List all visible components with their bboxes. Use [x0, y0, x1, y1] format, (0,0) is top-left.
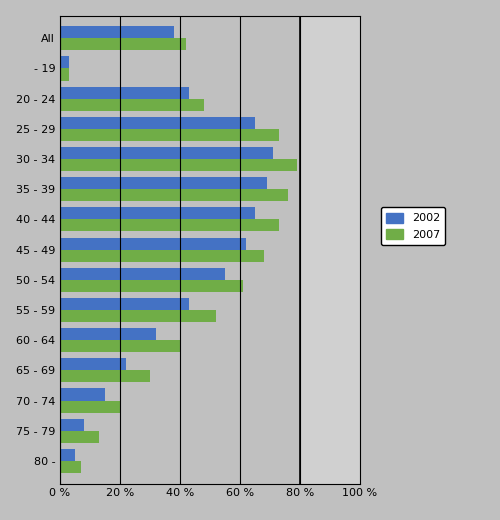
Bar — [60, 370, 150, 382]
Bar — [60, 238, 246, 250]
Bar — [60, 328, 156, 340]
Bar — [60, 298, 189, 310]
Bar — [60, 431, 99, 443]
Bar — [60, 358, 126, 370]
Bar — [60, 388, 105, 400]
Bar — [60, 268, 225, 280]
Bar — [60, 38, 186, 50]
Legend: 2002, 2007: 2002, 2007 — [380, 207, 446, 245]
Bar — [60, 69, 69, 81]
Bar — [60, 219, 279, 231]
Bar — [60, 26, 174, 38]
Bar — [60, 400, 120, 413]
Bar — [60, 461, 81, 473]
Bar — [60, 99, 204, 111]
Bar — [60, 86, 189, 99]
Bar — [60, 250, 264, 262]
Bar — [300, 16, 360, 484]
Bar — [60, 147, 273, 159]
Bar — [60, 310, 216, 322]
Bar — [60, 419, 84, 431]
Bar — [60, 207, 255, 219]
Bar — [60, 280, 243, 292]
Bar — [60, 449, 75, 461]
Bar — [60, 159, 297, 171]
Bar — [60, 340, 180, 352]
Bar — [60, 117, 255, 129]
Bar — [60, 129, 279, 141]
Bar — [60, 177, 267, 189]
Bar — [60, 56, 69, 69]
Bar — [60, 189, 288, 201]
